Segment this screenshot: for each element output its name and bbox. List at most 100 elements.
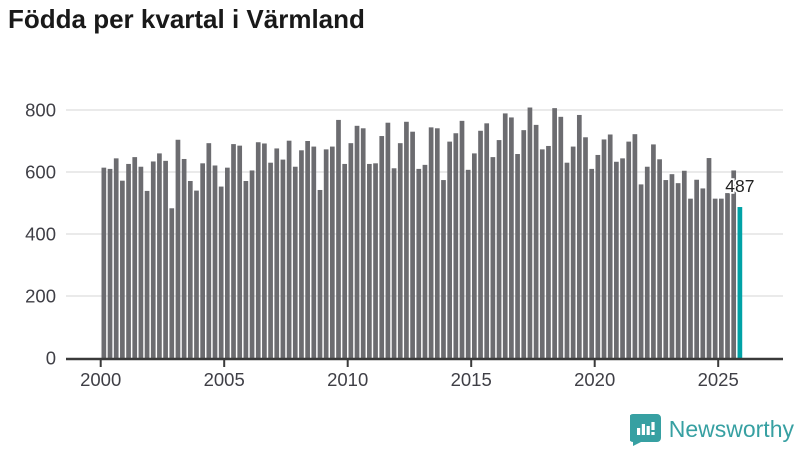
bar	[286, 140, 292, 358]
x-axis-tick-label: 2010	[327, 369, 368, 390]
bar	[225, 167, 230, 358]
bar	[391, 168, 397, 358]
bar	[218, 186, 224, 358]
bar	[169, 208, 175, 358]
bar	[570, 146, 576, 358]
bar	[255, 142, 261, 358]
bar	[725, 193, 730, 358]
bar	[274, 148, 280, 358]
bar	[126, 163, 131, 358]
bar	[706, 158, 712, 358]
y-axis-tick-label: 0	[46, 348, 56, 369]
bar	[453, 133, 459, 358]
bar	[589, 168, 595, 358]
bar	[601, 139, 607, 358]
bar	[521, 130, 527, 358]
bar	[533, 124, 539, 358]
bar	[644, 166, 650, 358]
bar	[132, 157, 138, 358]
bar	[144, 190, 150, 358]
y-axis-tick-label: 200	[25, 286, 56, 307]
bar	[138, 166, 144, 358]
bar	[262, 143, 267, 358]
bar	[120, 180, 125, 358]
bar	[101, 167, 107, 358]
bar	[163, 160, 168, 358]
bar	[428, 127, 434, 358]
chart-title: Födda per kvartal i Värmland	[8, 4, 365, 34]
bar	[502, 113, 508, 358]
x-axis-tick-label: 2005	[204, 369, 245, 390]
bar	[422, 164, 428, 358]
y-axis-tick-label: 800	[25, 100, 56, 121]
bar	[342, 163, 348, 358]
bar	[181, 158, 187, 358]
bar	[638, 184, 644, 358]
bar	[323, 149, 329, 358]
bar	[397, 143, 403, 358]
bar	[552, 108, 557, 358]
bar	[478, 130, 483, 358]
bar	[243, 180, 249, 358]
speech-bubble-shape	[629, 414, 661, 446]
bar	[107, 168, 113, 358]
bar	[620, 158, 625, 358]
bar	[681, 170, 687, 358]
bar	[564, 162, 570, 358]
bar	[700, 188, 706, 358]
bar	[410, 131, 415, 358]
bar	[329, 146, 335, 358]
bar	[447, 141, 452, 358]
bar	[712, 198, 718, 358]
x-axis-tick-label: 2025	[698, 369, 739, 390]
bar	[237, 145, 243, 358]
bar	[626, 141, 632, 358]
bar	[651, 144, 656, 358]
bar	[336, 119, 341, 358]
bar	[459, 120, 465, 358]
bar	[268, 162, 273, 358]
bar	[465, 169, 471, 358]
newsworthy-logo-icon	[629, 414, 661, 446]
bar	[496, 140, 502, 358]
x-axis-tick-label: 2000	[80, 369, 121, 390]
bar	[379, 136, 385, 358]
bar	[292, 166, 298, 358]
newsworthy-wordmark: Newsworthy	[668, 416, 794, 442]
y-axis-tick-label: 600	[25, 162, 56, 183]
bar	[385, 122, 391, 359]
bar	[694, 179, 699, 358]
bar	[484, 123, 490, 358]
bar	[515, 154, 520, 358]
brand-footer: Newsworthy	[629, 413, 794, 446]
bar	[299, 150, 304, 358]
bar	[669, 174, 675, 358]
bar	[416, 168, 422, 358]
bar	[200, 163, 205, 358]
bar	[194, 190, 199, 358]
bar	[354, 125, 360, 358]
bar	[527, 107, 533, 359]
bar	[305, 141, 310, 358]
bar	[657, 159, 662, 358]
bar	[317, 189, 323, 358]
bar	[607, 134, 613, 358]
bar	[509, 117, 514, 358]
bar	[546, 145, 551, 358]
bar	[150, 161, 156, 358]
bar	[472, 153, 477, 358]
bar	[360, 128, 366, 358]
bar	[558, 116, 564, 358]
bar	[157, 153, 162, 358]
highlighted-bar	[737, 207, 743, 358]
bar	[583, 137, 588, 358]
bar	[373, 163, 378, 358]
bar	[576, 114, 582, 359]
mini-bar-chart-glyph	[636, 422, 655, 435]
bar	[206, 143, 212, 358]
bar	[675, 183, 681, 358]
highlight-value-label: 487	[725, 176, 754, 196]
bar	[441, 180, 446, 358]
